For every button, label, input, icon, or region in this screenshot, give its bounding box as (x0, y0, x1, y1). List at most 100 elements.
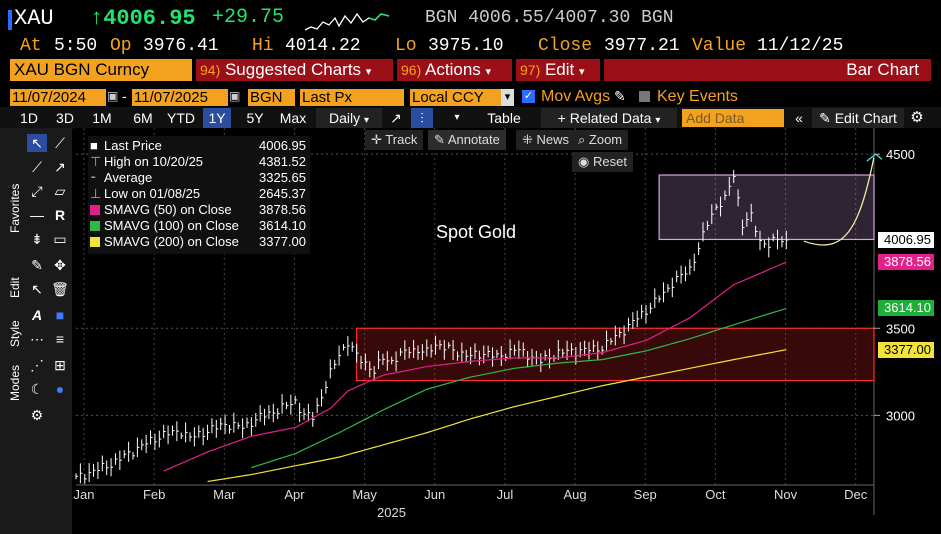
legend-row[interactable]: ⊤ High on 10/20/25 4381.52 (90, 154, 306, 170)
line-style-icon[interactable]: ⋯ (30, 331, 44, 347)
cursor-icon[interactable]: ↖ (27, 134, 47, 152)
legend-row[interactable]: SMAVG (200) on Close 3377.00 (90, 234, 306, 250)
dropdown-caret-icon: ▾ (363, 115, 370, 126)
horizontal-line-icon[interactable]: — (30, 207, 44, 223)
legend-value: 4006.95 (259, 138, 306, 153)
move-icon[interactable]: ✥ (54, 257, 66, 273)
brush-icon[interactable]: ✎ (31, 257, 43, 273)
field-input[interactable]: Last Px (300, 89, 404, 106)
range-6m[interactable]: 6M (133, 110, 153, 126)
suggested-charts-menu[interactable]: 94) Suggested Charts ▾ (196, 59, 393, 81)
quote-header: XAU ↑4006.95 +29.75 BGN 4006.55/4007.30 … (0, 6, 941, 36)
trendline-icon[interactable]: ⟋ (32, 159, 42, 175)
news-button[interactable]: ⁜ News (516, 130, 576, 150)
text-tool-icon[interactable]: R (54, 207, 66, 223)
actions-menu[interactable]: 96) Actions ▾ (397, 59, 512, 81)
x-tick-label: Dec (844, 487, 868, 502)
range-1m[interactable]: 1M (92, 110, 112, 126)
cycle-icon[interactable]: ☾ (30, 381, 44, 397)
mov-avgs-checkbox[interactable]: ✓ (522, 90, 535, 103)
legend-marker-icon: ■ (90, 138, 98, 153)
zoom-button[interactable]: ⌕ Zoom (572, 130, 629, 150)
ask-suffix: BGN (641, 8, 674, 28)
x-tick-label: Jul (497, 487, 514, 502)
period-select[interactable]: Daily ▾ (316, 108, 382, 128)
value-tag: 3614.10 (878, 300, 934, 317)
key-events-checkbox[interactable] (639, 91, 650, 102)
pencil-icon[interactable]: ✎ (614, 88, 626, 104)
font-icon[interactable]: A (31, 307, 43, 323)
pencil-icon: ✎ (434, 132, 445, 147)
legend-value: 4381.52 (259, 154, 306, 169)
source-input[interactable]: BGN (248, 89, 295, 106)
sidebar-tab-modes[interactable]: Modes (8, 364, 22, 402)
track-button[interactable]: ✛ Track (365, 130, 424, 150)
sidebar-tab-edit[interactable]: Edit (8, 277, 22, 299)
security-field[interactable]: XAU BGN Curncy (10, 59, 192, 81)
line-chart-icon[interactable]: ↗ (390, 110, 402, 126)
select-icon[interactable]: ↖ (31, 281, 43, 297)
bid-prefix: BGN (425, 8, 458, 28)
chevron-down-icon[interactable]: ▾ (454, 112, 460, 123)
add-data-input[interactable]: Add Data (682, 109, 784, 127)
fibonacci-icon[interactable]: ⇟ (31, 231, 43, 247)
annotate-button[interactable]: ✎ Annotate (428, 130, 506, 150)
gear-icon[interactable]: ⚙ (910, 109, 924, 126)
start-date-input[interactable]: 11/07/2024 (10, 89, 106, 106)
open-value: 3976.41 (143, 36, 219, 56)
channel-icon[interactable]: ▱ (54, 183, 66, 199)
range-3d[interactable]: 3D (56, 110, 74, 126)
trash-icon[interactable]: 🗑 (51, 281, 69, 297)
x-tick-label: Sep (634, 487, 657, 502)
calendar-icon[interactable]: ▣ (107, 89, 119, 103)
x-tick-label: Apr (284, 487, 305, 502)
range-5y[interactable]: 5Y (246, 110, 264, 126)
range-1d[interactable]: 1D (20, 110, 38, 126)
legend-row[interactable]: SMAVG (100) on Close 3614.10 (90, 218, 306, 234)
table-button[interactable]: Table (487, 110, 521, 126)
currency-select[interactable]: Local CCY (410, 89, 514, 106)
gear-icon[interactable]: ⚙ (30, 407, 44, 423)
end-date-input[interactable]: 11/07/2025 (132, 89, 228, 106)
suggested-num: 94) (200, 62, 221, 78)
date-separator: - (122, 88, 127, 104)
edit-chart-button[interactable]: ✎ Edit Chart (812, 108, 904, 128)
sidebar-tab-style[interactable]: Style (8, 320, 22, 348)
ticker-symbol[interactable]: XAU (14, 6, 54, 31)
edit-chart-label: Edit Chart (834, 110, 897, 126)
legend-row[interactable]: ⁃ Average 3325.65 (90, 170, 306, 186)
related-data-menu[interactable]: + Related Data ▾ (541, 108, 677, 128)
close-value: 3977.21 (604, 36, 680, 56)
range-ytd[interactable]: YTD (167, 110, 195, 126)
last-price: ↑4006.95 (90, 6, 196, 31)
chart-type-label[interactable]: Bar Chart (604, 59, 931, 81)
calendar-icon[interactable]: ▣ (229, 89, 241, 103)
rectangle-icon[interactable]: ▭ (53, 231, 67, 247)
palette-icon[interactable]: ● (55, 381, 65, 397)
quote-details: At 5:50 Op 3976.41 Hi 4014.22 Lo 3975.10… (0, 36, 941, 58)
chevron-down-icon[interactable]: ▾ (501, 89, 514, 106)
low-label: Lo (395, 36, 417, 56)
sidebar-tab-favorites[interactable]: Favorites (8, 183, 22, 233)
segment-icon[interactable]: ⤢ (31, 183, 43, 199)
bar-chart-icon[interactable]: ⫶ (411, 108, 433, 128)
legend-row[interactable]: ■ Last Price 4006.95 (90, 138, 306, 154)
line-width-icon[interactable]: ≡ (55, 331, 65, 347)
measure-icon[interactable]: ⊞ (54, 357, 66, 373)
range-1y[interactable]: 1Y (203, 108, 231, 128)
range-max[interactable]: Max (279, 110, 307, 126)
ray-icon[interactable]: ↗ (54, 159, 66, 175)
edit-menu[interactable]: 97) Edit ▾ (516, 59, 600, 81)
close-label: Close (538, 36, 593, 56)
price-chart[interactable]: Spot Gold 3000 3500 4500 Jan Feb Mar Apr May Jun J… (74, 128, 941, 534)
magnet-icon[interactable]: ⋰ (30, 357, 44, 373)
reset-button[interactable]: ◉ Reset (572, 152, 633, 172)
legend-value: 3377.00 (259, 234, 306, 249)
drawing-sidebar: Favorites Edit Style Modes ↖ ⟋ ⟋ ↗ ⤢ ▱ —… (0, 128, 72, 534)
draw-line-icon[interactable]: ⟋ (55, 135, 65, 151)
dropdown-caret-icon: ▾ (485, 66, 492, 78)
collapse-icon[interactable]: « (795, 110, 803, 126)
fill-color-icon[interactable]: ■ (55, 307, 65, 323)
legend-row[interactable]: ⊥ Low on 01/08/25 2645.37 (90, 186, 306, 202)
legend-row[interactable]: SMAVG (50) on Close 3878.56 (90, 202, 306, 218)
